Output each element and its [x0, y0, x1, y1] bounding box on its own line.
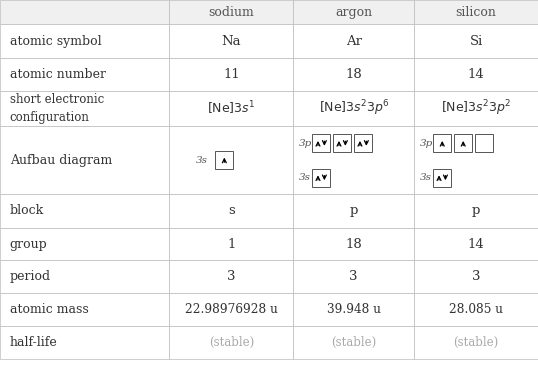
Text: period: period [10, 270, 51, 283]
Polygon shape [169, 260, 293, 293]
Text: Aufbau diagram: Aufbau diagram [10, 154, 112, 166]
Polygon shape [414, 58, 538, 91]
Polygon shape [0, 260, 169, 293]
Polygon shape [169, 91, 293, 126]
Text: s: s [228, 204, 235, 218]
Text: $\rm{[Ne]3}$$\it{s}$$^{2}$$\rm{3}$$\it{p}$$^{6}$: $\rm{[Ne]3}$$\it{s}$$^{2}$$\rm{3}$$\it{p… [318, 99, 389, 118]
Polygon shape [414, 228, 538, 260]
Text: 1: 1 [227, 238, 236, 250]
Polygon shape [0, 326, 169, 359]
Text: 3s: 3s [420, 173, 431, 182]
Polygon shape [0, 126, 169, 194]
Text: 18: 18 [345, 68, 362, 81]
Polygon shape [414, 260, 538, 293]
Bar [334, 134, 351, 152]
Text: 3: 3 [472, 270, 480, 283]
Polygon shape [169, 0, 293, 24]
Text: atomic number: atomic number [10, 68, 105, 81]
Text: 3: 3 [227, 270, 236, 283]
Text: atomic mass: atomic mass [10, 303, 88, 316]
Polygon shape [293, 0, 414, 24]
Polygon shape [169, 194, 293, 228]
Polygon shape [414, 194, 538, 228]
Bar [313, 134, 330, 152]
Polygon shape [293, 126, 414, 194]
Text: Na: Na [222, 34, 241, 48]
Polygon shape [169, 228, 293, 260]
Bar [354, 134, 372, 152]
Text: half-life: half-life [10, 336, 58, 349]
Polygon shape [293, 260, 414, 293]
Text: group: group [10, 238, 47, 250]
Polygon shape [414, 24, 538, 58]
Text: p: p [350, 204, 358, 218]
Polygon shape [293, 228, 414, 260]
Text: (stable): (stable) [331, 336, 377, 349]
Polygon shape [293, 194, 414, 228]
Text: Ar: Ar [346, 34, 362, 48]
Text: p: p [472, 204, 480, 218]
Polygon shape [169, 58, 293, 91]
Text: block: block [10, 204, 44, 218]
Text: 39.948 u: 39.948 u [327, 303, 381, 316]
Polygon shape [414, 0, 538, 24]
Polygon shape [0, 91, 169, 126]
Text: 3s: 3s [299, 173, 310, 182]
Polygon shape [414, 293, 538, 326]
Text: Si: Si [470, 34, 483, 48]
Polygon shape [169, 126, 293, 194]
Polygon shape [169, 293, 293, 326]
Text: 28.085 u: 28.085 u [449, 303, 503, 316]
Text: 3: 3 [350, 270, 358, 283]
Text: 11: 11 [223, 68, 240, 81]
Polygon shape [0, 293, 169, 326]
Text: (stable): (stable) [454, 336, 499, 349]
Polygon shape [293, 91, 414, 126]
Text: 14: 14 [468, 238, 485, 250]
Polygon shape [0, 0, 169, 24]
Text: $\rm{[Ne]3}$$\it{s}$$^{2}$$\rm{3}$$\it{p}$$^{2}$: $\rm{[Ne]3}$$\it{s}$$^{2}$$\rm{3}$$\it{p… [441, 99, 511, 118]
Text: 14: 14 [468, 68, 485, 81]
Polygon shape [414, 326, 538, 359]
Bar [434, 134, 451, 152]
Text: 22.98976928 u: 22.98976928 u [185, 303, 278, 316]
Text: argon: argon [335, 6, 372, 19]
Text: $\rm{[Ne]3}$$\it{s}$$^{1}$: $\rm{[Ne]3}$$\it{s}$$^{1}$ [207, 100, 256, 117]
Bar [215, 151, 233, 169]
Polygon shape [0, 58, 169, 91]
Bar [476, 134, 493, 152]
Bar [454, 134, 472, 152]
Polygon shape [169, 24, 293, 58]
Text: 3p: 3p [420, 139, 433, 148]
Polygon shape [293, 58, 414, 91]
Polygon shape [0, 228, 169, 260]
Polygon shape [414, 91, 538, 126]
Bar [434, 169, 451, 186]
Polygon shape [293, 24, 414, 58]
Text: sodium: sodium [208, 6, 254, 19]
Text: atomic symbol: atomic symbol [10, 34, 101, 48]
Text: 3p: 3p [299, 139, 312, 148]
Polygon shape [293, 326, 414, 359]
Text: 18: 18 [345, 238, 362, 250]
Polygon shape [0, 24, 169, 58]
Text: (stable): (stable) [209, 336, 254, 349]
Polygon shape [0, 194, 169, 228]
Polygon shape [293, 293, 414, 326]
Text: short electronic
configuration: short electronic configuration [10, 93, 104, 124]
Polygon shape [169, 326, 293, 359]
Bar [313, 169, 330, 186]
Polygon shape [414, 126, 538, 194]
Text: 3s: 3s [196, 155, 208, 165]
Text: silicon: silicon [456, 6, 497, 19]
